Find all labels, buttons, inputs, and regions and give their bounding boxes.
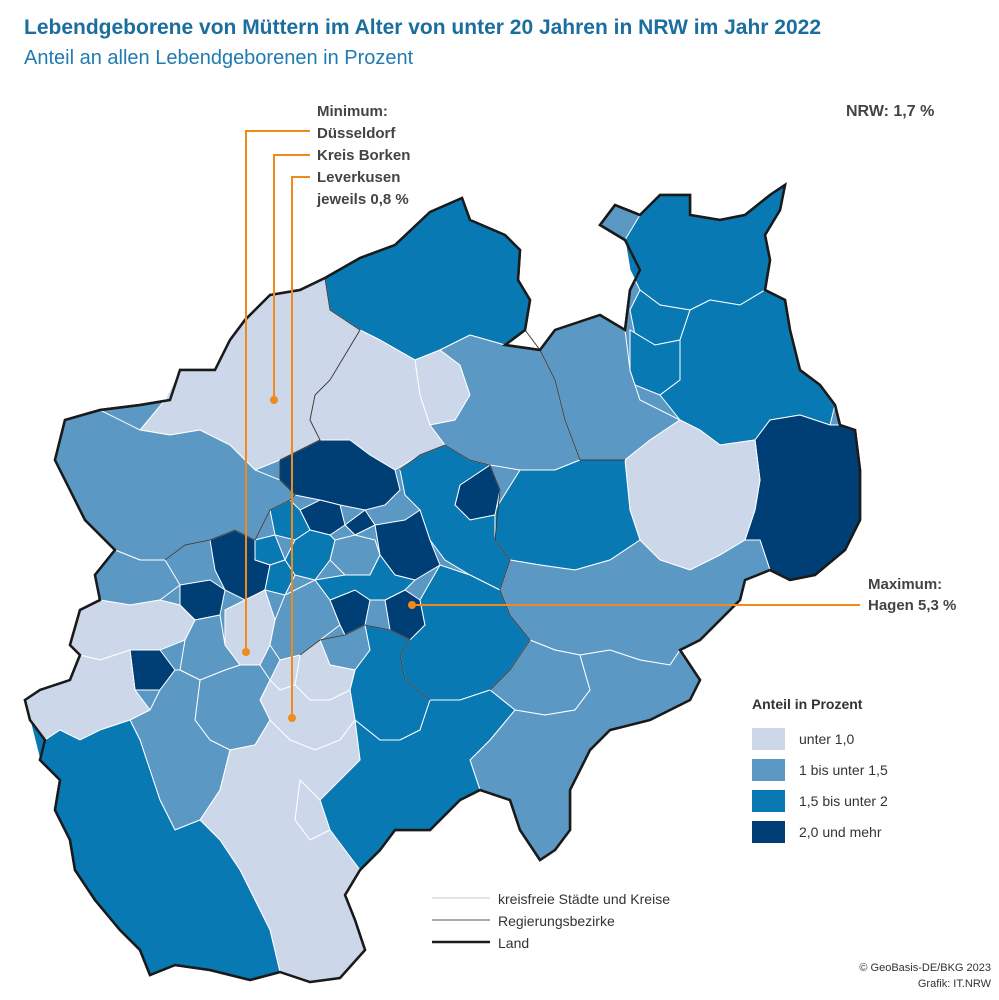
callout-lines bbox=[245, 130, 860, 718]
district-ennepe-ruhr bbox=[314, 554, 416, 601]
callout-dot-borken bbox=[270, 396, 278, 404]
callout-minimum-value: jeweils 0,8 % bbox=[317, 191, 409, 208]
legend-title: Anteil in Prozent bbox=[752, 696, 863, 712]
boundary-legend-label: kreisfreie Städte und Kreise bbox=[498, 891, 670, 907]
district-mettmann bbox=[269, 579, 341, 661]
boundary-legend-item: Regierungsbezirke bbox=[432, 910, 670, 932]
callout-minimum-duesseldorf: Düsseldorf bbox=[317, 125, 396, 142]
district-herne bbox=[344, 509, 376, 536]
boundary-legend-item: kreisfreie Städte und Kreise bbox=[432, 888, 670, 910]
legend-label: unter 1,0 bbox=[799, 730, 855, 747]
map-subtitle: Anteil an allen Lebendgeborenen in Proze… bbox=[24, 47, 414, 69]
boundary-legend: kreisfreie Städte und Kreise Regierungsb… bbox=[432, 888, 670, 954]
legend-label: 1,5 bis unter 2 bbox=[799, 792, 888, 809]
legend: Anteil in Prozent unter 1,0 1 bis unter … bbox=[752, 696, 888, 847]
legend-swatch bbox=[752, 727, 785, 750]
callout-minimum-borken: Kreis Borken bbox=[317, 147, 411, 164]
callout-line-borken bbox=[273, 154, 310, 400]
legend-swatch bbox=[752, 758, 785, 781]
boundary-legend-item: Land bbox=[432, 932, 670, 954]
callout-dot-leverkusen bbox=[288, 714, 296, 722]
legend-swatch bbox=[752, 820, 785, 843]
nrw-average: NRW: 1,7 % bbox=[846, 103, 935, 120]
district-soest bbox=[494, 459, 641, 571]
credits: © GeoBasis-DE/BKG 2023 Grafik: IT.NRW bbox=[859, 960, 991, 992]
callout-minimum-leverkusen: Leverkusen bbox=[317, 169, 401, 186]
district-recklinghausen bbox=[279, 439, 401, 511]
callout-line-leverkusen bbox=[291, 176, 310, 718]
callout-line-duesseldorf bbox=[245, 130, 310, 652]
callout-dot-duesseldorf bbox=[242, 648, 250, 656]
callout-dot-hagen bbox=[408, 601, 416, 609]
callout-minimum: Minimum: Düsseldorf Kreis Borken Leverku… bbox=[317, 101, 410, 211]
legend-label: 1 bis unter 1,5 bbox=[799, 761, 888, 778]
legend-item: 2,0 und mehr bbox=[752, 816, 888, 847]
legend-swatch bbox=[752, 789, 785, 812]
credits-geobasis: © GeoBasis-DE/BKG 2023 bbox=[859, 962, 991, 974]
boundary-legend-lines bbox=[432, 897, 490, 944]
boundary-legend-label: Regierungsbezirke bbox=[498, 913, 615, 929]
map-title: Lebendgeborene von Müttern im Alter von … bbox=[24, 16, 822, 39]
legend-item: unter 1,0 bbox=[752, 723, 888, 754]
district-muelheim bbox=[264, 559, 296, 596]
callout-maximum: Maximum: Hagen 5,3 % bbox=[868, 574, 956, 616]
nrw-land-border bbox=[23, 182, 862, 984]
districts bbox=[24, 183, 861, 983]
callout-maximum-heading: Maximum: bbox=[868, 576, 943, 593]
legend-label: 2,0 und mehr bbox=[799, 823, 882, 840]
credits-grafik: Grafik: IT.NRW bbox=[917, 978, 991, 990]
legend-item: 1 bis unter 1,5 bbox=[752, 754, 888, 785]
callout-minimum-heading: Minimum: bbox=[317, 103, 388, 120]
callout-dots bbox=[242, 396, 416, 722]
boundary-legend-label: Land bbox=[498, 935, 530, 951]
callout-maximum-hagen: Hagen 5,3 % bbox=[868, 597, 957, 614]
legend-item: 1,5 bis unter 2 bbox=[752, 785, 888, 816]
